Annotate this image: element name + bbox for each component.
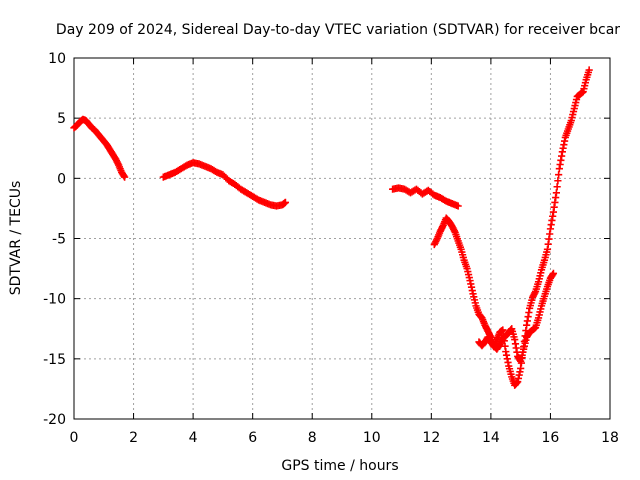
series-segment-2: [159, 159, 290, 210]
series-segment-5: [475, 66, 593, 389]
data-point: [121, 173, 129, 181]
x-tick-label: 18: [601, 430, 619, 446]
data-point: [554, 177, 562, 185]
data-point: [552, 189, 560, 197]
x-tick-label: 12: [422, 430, 440, 446]
x-tick-label: 2: [129, 430, 138, 446]
series-segment-3: [389, 184, 462, 210]
axis-ticks: 0 2 4 6 8 10 12 14 16 18 10 5 0 -5 -10 -15 -20: [43, 51, 619, 446]
grid-lines: [74, 58, 610, 419]
x-tick-label: 6: [248, 430, 257, 446]
series-segment-1: [70, 115, 129, 181]
y-tick-label: -5: [52, 232, 66, 248]
y-tick-label: 5: [57, 111, 66, 127]
data-point: [454, 202, 462, 210]
y-tick-label: -15: [43, 352, 66, 368]
x-axis-label: GPS time / hours: [281, 458, 398, 474]
y-tick-label: 0: [57, 171, 66, 187]
data-point: [281, 198, 290, 206]
y-tick-label: -10: [43, 292, 66, 308]
x-tick-label: 0: [70, 430, 79, 446]
x-tick-label: 14: [482, 430, 500, 446]
y-tick-label: -20: [43, 412, 66, 428]
data-point: [555, 171, 563, 179]
y-tick-label: 10: [48, 51, 66, 67]
data-marks: [70, 66, 593, 389]
x-tick-label: 10: [363, 430, 381, 446]
y-axis-label: SDTVAR / TECUs: [8, 181, 24, 296]
x-tick-label: 4: [189, 430, 198, 446]
data-point: [585, 66, 593, 74]
data-point: [553, 183, 561, 191]
x-tick-label: 16: [542, 430, 560, 446]
x-tick-label: 8: [308, 430, 317, 446]
chart-title: Day 209 of 2024, Sidereal Day-to-day VTE…: [56, 22, 620, 38]
data-point: [549, 269, 558, 277]
